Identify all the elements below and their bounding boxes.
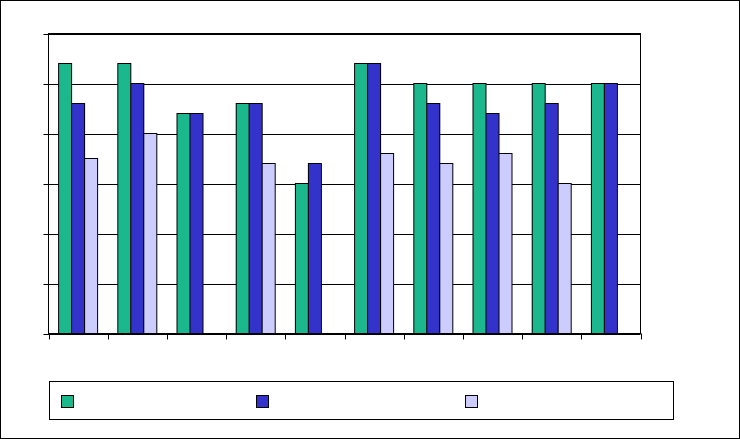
bar [485, 113, 500, 334]
bar [413, 83, 428, 334]
legend-swatch [256, 395, 269, 408]
bar [603, 83, 618, 334]
bar [544, 103, 559, 334]
bar [235, 103, 250, 334]
legend-swatch [465, 395, 478, 408]
legend-swatch [61, 395, 74, 408]
bar [130, 83, 145, 334]
bar [498, 153, 513, 334]
bar [117, 63, 132, 334]
bar [354, 63, 369, 334]
bar [557, 183, 572, 334]
bar [143, 133, 158, 334]
bar [531, 83, 546, 334]
bar [367, 63, 382, 334]
bar [71, 103, 86, 334]
bar [426, 103, 441, 334]
bar [261, 163, 276, 334]
bar [590, 83, 605, 334]
bar [84, 158, 99, 334]
bar [58, 63, 73, 334]
bar [307, 163, 322, 334]
bar [189, 113, 204, 334]
bar [439, 163, 454, 334]
bar [248, 103, 263, 334]
bar [472, 83, 487, 334]
bar [176, 113, 191, 334]
legend-box [49, 381, 674, 420]
bar [294, 183, 309, 334]
bar [380, 153, 395, 334]
